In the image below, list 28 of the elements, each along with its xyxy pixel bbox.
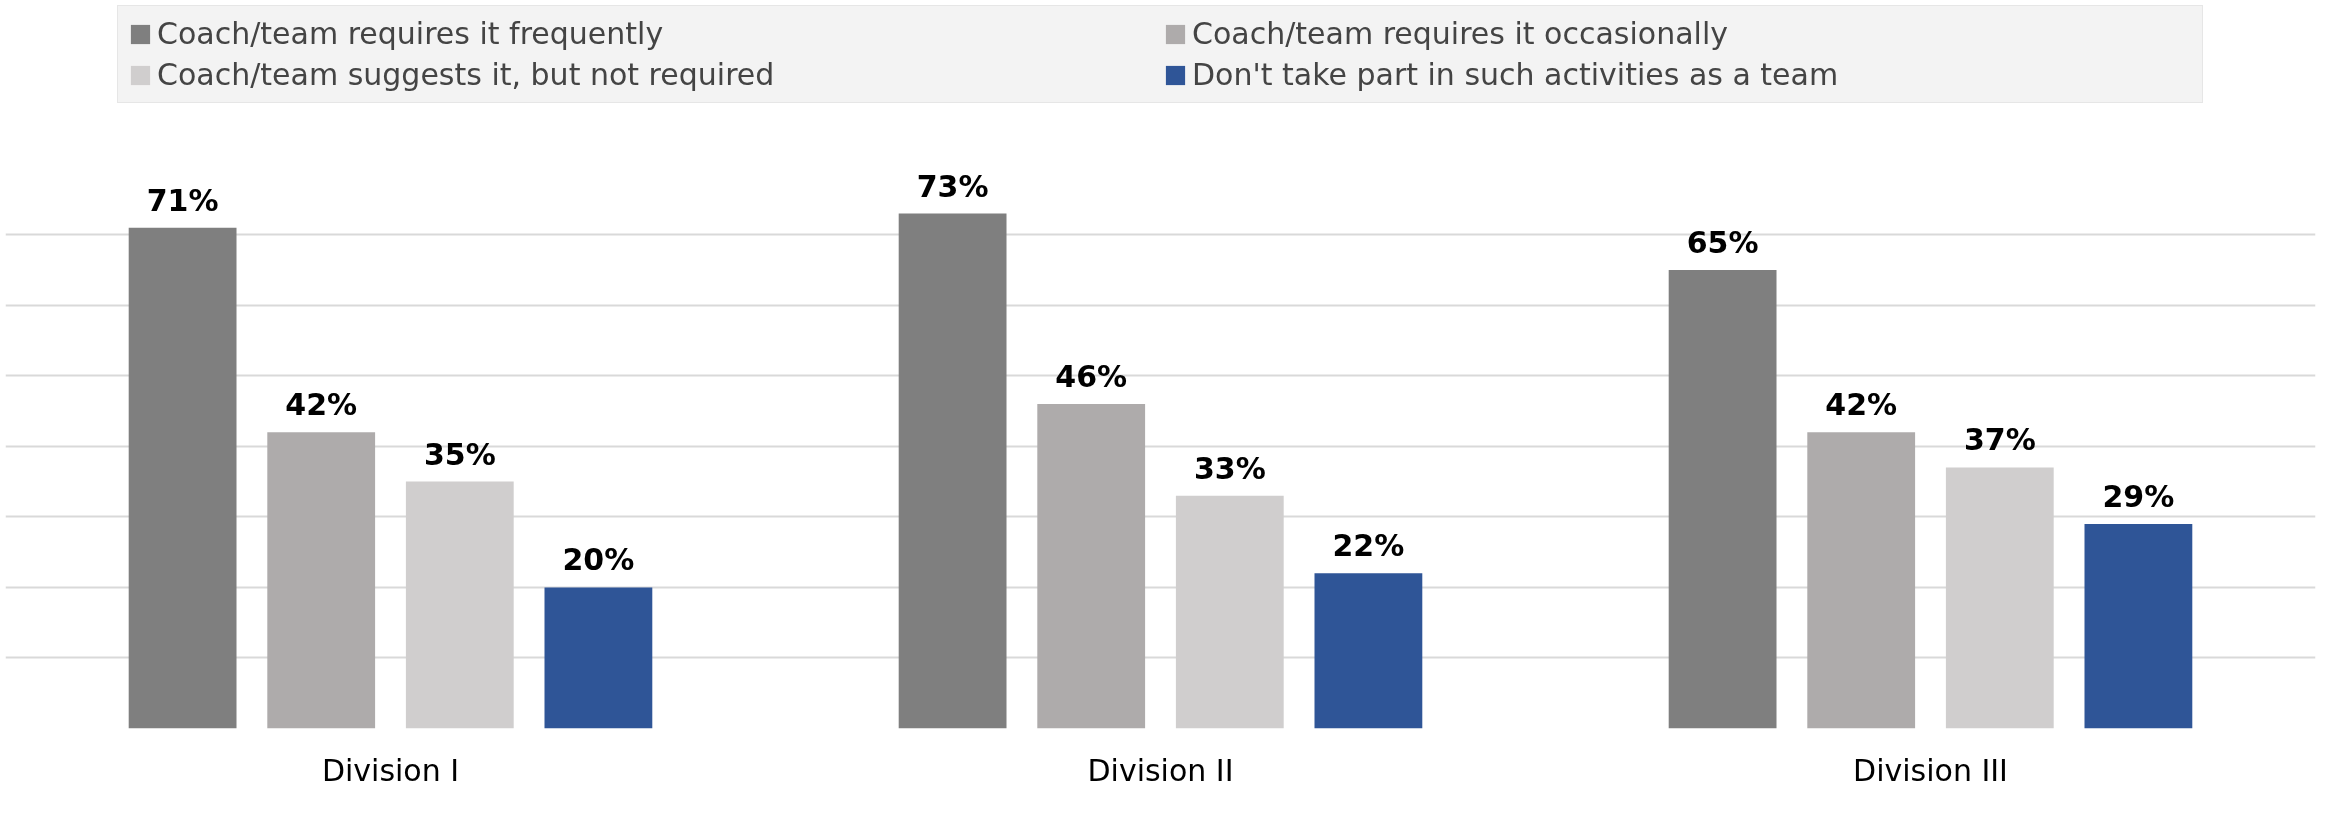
x-tick-label: Division III <box>1853 752 2008 788</box>
data-label: 42% <box>1825 387 1898 423</box>
bar <box>1668 269 1777 729</box>
x-tick-label: Division II <box>1087 752 1234 788</box>
bar <box>1314 573 1423 729</box>
bar <box>128 227 237 729</box>
data-label: 73% <box>916 168 989 204</box>
data-label: 29% <box>2102 478 2175 514</box>
data-label: 22% <box>1332 528 1405 564</box>
bar <box>1037 404 1146 729</box>
bar <box>544 587 653 729</box>
bar <box>2084 523 2193 729</box>
legend-label: Coach/team suggests it, but not required <box>157 57 776 92</box>
data-label: 33% <box>1193 450 1266 486</box>
data-label: 35% <box>423 436 496 472</box>
data-label: 42% <box>285 387 358 423</box>
data-label: 46% <box>1055 359 1128 395</box>
bar <box>267 432 376 729</box>
data-label: 20% <box>562 542 635 578</box>
data-label: 65% <box>1686 224 1759 260</box>
legend-label: Coach/team requires it occasionally <box>1192 16 1729 51</box>
data-label: 37% <box>1963 422 2036 458</box>
legend-label: Coach/team requires it frequently <box>157 16 665 51</box>
bar <box>898 213 1007 729</box>
legend-label: Don't take part in such activities as a team <box>1192 57 1840 92</box>
x-tick-label: Division I <box>321 752 460 788</box>
bar <box>1807 432 1916 729</box>
data-label: 71% <box>146 182 219 218</box>
